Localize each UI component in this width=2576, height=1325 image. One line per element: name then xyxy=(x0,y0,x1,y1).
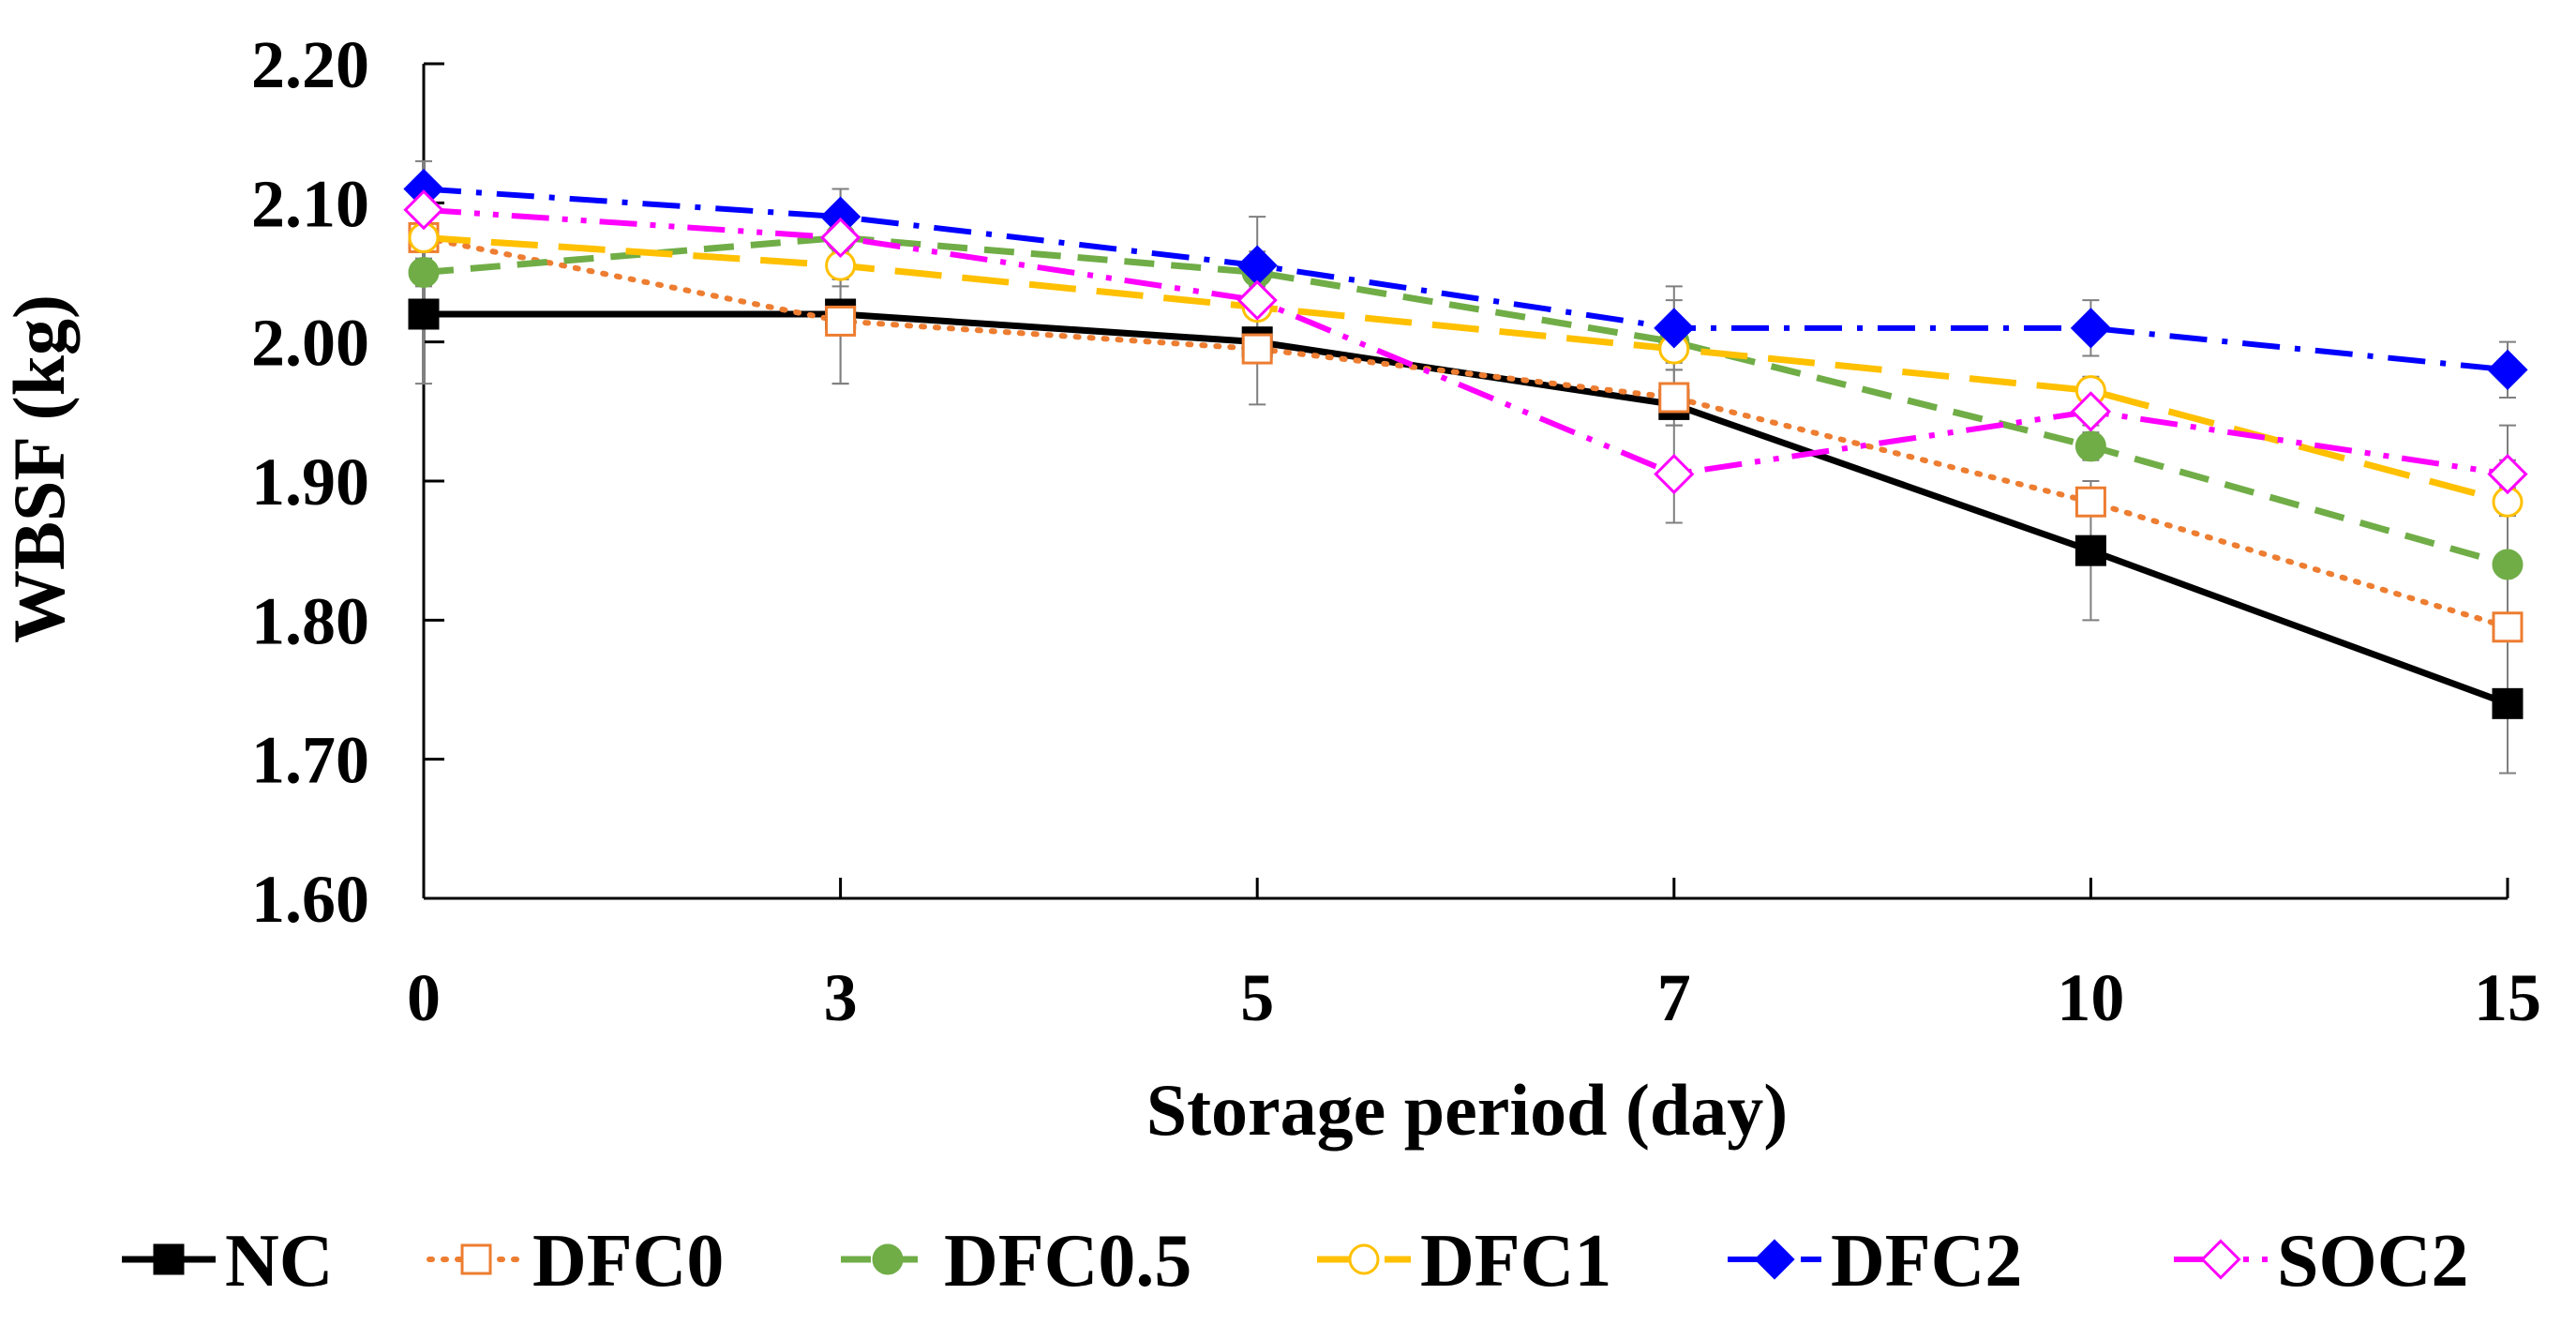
axes xyxy=(422,62,2509,900)
y-axis-label: WBSF (kg) xyxy=(0,294,80,643)
point-dfc2 xyxy=(2070,308,2112,349)
legend-label: NC xyxy=(225,1220,334,1302)
point-nc xyxy=(408,298,440,330)
y-tick-label: 1.80 xyxy=(251,583,369,658)
x-tick-label: 10 xyxy=(2057,960,2124,1035)
legend-marker xyxy=(1348,1243,1380,1275)
legend-marker xyxy=(460,1243,492,1275)
x-tick-label: 7 xyxy=(1657,960,1691,1035)
point-dfc2 xyxy=(1654,308,1695,349)
point-soc2 xyxy=(403,189,444,231)
x-tick-label: 5 xyxy=(1240,960,1274,1035)
series-line-dfc2 xyxy=(423,186,2509,373)
legend-marker xyxy=(1754,1239,1795,1280)
point-dfc0-5 xyxy=(2492,549,2524,580)
y-tick-label: 1.60 xyxy=(251,862,369,937)
series-line-soc2 xyxy=(423,206,2509,477)
x-tick-label: 3 xyxy=(824,960,858,1035)
legend-label: DFC1 xyxy=(1420,1220,1611,1302)
point-soc2 xyxy=(1654,453,1695,495)
tick-labels: 1.60 1.70 1.80 1.90 2.00 2.10 2.20 0 3 5 7 10 15 xyxy=(251,27,2541,1035)
point-nc xyxy=(2492,687,2524,719)
point-dfc0 xyxy=(2492,611,2524,643)
point-dfc0-5 xyxy=(408,257,440,288)
legend: NC DFC0 DFC0.5 DFC1 DFC2 SOC2 xyxy=(122,1220,2469,1302)
point-soc2 xyxy=(1236,279,1278,321)
point-soc2 xyxy=(819,217,861,259)
point-dfc2 xyxy=(2487,349,2528,390)
legend-label: DFC0 xyxy=(532,1220,724,1302)
series-line-dfc0 xyxy=(421,234,2510,630)
legend-label: SOC2 xyxy=(2277,1220,2469,1302)
legend-marker xyxy=(872,1243,904,1275)
series-lines xyxy=(421,186,2510,707)
point-dfc0 xyxy=(1658,382,1690,414)
x-tick-label: 15 xyxy=(2474,960,2541,1035)
y-tick-label: 1.90 xyxy=(251,444,369,519)
point-nc xyxy=(2074,535,2106,566)
y-tick-label: 2.10 xyxy=(251,166,369,241)
point-dfc0-5 xyxy=(2074,430,2106,462)
series-markers xyxy=(403,168,2528,719)
point-dfc0 xyxy=(1241,333,1273,365)
y-tick-label: 1.70 xyxy=(251,723,369,798)
error-bars xyxy=(415,159,2516,775)
series-line-dfc1 xyxy=(423,233,2509,505)
x-axis-label: Storage period (day) xyxy=(1146,1069,1789,1151)
legend-marker xyxy=(153,1243,185,1275)
legend-marker xyxy=(2200,1239,2241,1280)
y-tick-label: 2.00 xyxy=(251,306,369,381)
point-dfc0 xyxy=(2074,486,2106,518)
point-soc2 xyxy=(2487,453,2528,495)
legend-label: DFC0.5 xyxy=(944,1220,1191,1302)
legend-label: DFC2 xyxy=(1831,1220,2022,1302)
point-dfc0 xyxy=(825,305,857,337)
y-tick-label: 2.20 xyxy=(251,27,369,102)
x-tick-label: 0 xyxy=(407,960,441,1035)
series-line-dfc0-5 xyxy=(423,233,2509,568)
point-soc2 xyxy=(2070,391,2112,432)
